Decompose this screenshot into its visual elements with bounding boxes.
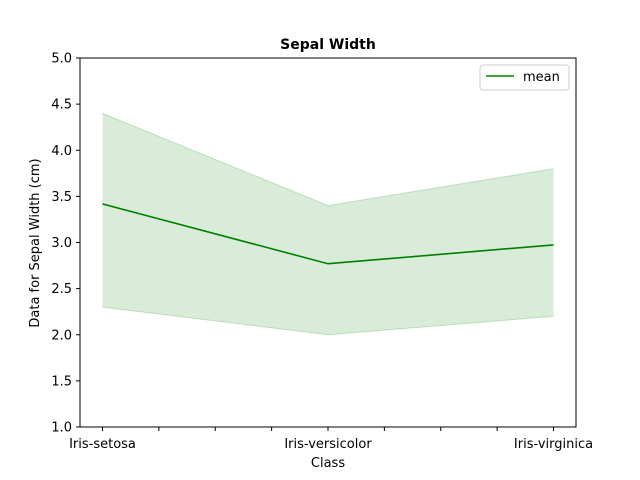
x-axis-label: Class — [311, 456, 345, 471]
plot-area — [102, 112, 554, 336]
y-tick-label: 5.0 — [51, 52, 72, 67]
x-axis: Iris-setosa Iris-versicolor Iris-virginica — [69, 427, 593, 452]
min-max-band — [102, 113, 554, 335]
legend-mean-label: mean — [523, 70, 560, 85]
y-tick-label: 4.5 — [51, 98, 72, 113]
band-max-edge — [102, 112, 554, 207]
y-tick-label: 2.5 — [51, 282, 72, 297]
x-tick-label: Iris-versicolor — [284, 437, 372, 452]
y-tick-label: 3.5 — [51, 190, 72, 205]
legend: mean — [479, 64, 570, 91]
y-tick-label: 2.0 — [51, 328, 72, 343]
y-tick-label: 1.0 — [51, 421, 72, 436]
y-axis-label: Data for Sepal Width (cm) — [28, 158, 43, 327]
chart-title: Sepal Width — [280, 37, 376, 53]
x-tick-label: Iris-virginica — [514, 437, 593, 452]
mean-line — [102, 203, 554, 265]
y-tick-label: 4.0 — [51, 144, 72, 159]
x-tick-label: Iris-setosa — [69, 437, 136, 452]
band-min-edge — [102, 306, 554, 336]
legend-box — [479, 64, 570, 91]
y-axis: 1.0 1.5 2.0 2.5 3.0 3.5 4.0 4.5 5.0 — [51, 52, 80, 436]
y-tick-label: 1.5 — [51, 374, 72, 389]
y-tick-label: 3.0 — [51, 236, 72, 251]
